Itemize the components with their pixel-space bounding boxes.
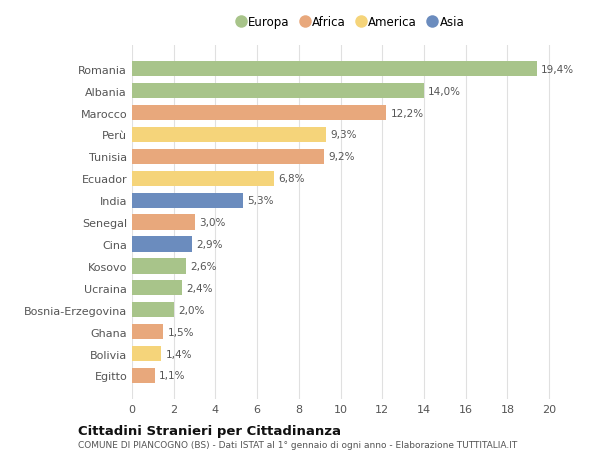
Text: 14,0%: 14,0% [428, 86, 461, 96]
Text: 19,4%: 19,4% [541, 65, 574, 75]
Text: 2,9%: 2,9% [197, 240, 223, 249]
Bar [132, 106, 386, 121]
Bar [132, 84, 424, 99]
Bar [132, 149, 324, 165]
Text: 12,2%: 12,2% [391, 108, 424, 118]
Text: 9,3%: 9,3% [330, 130, 356, 140]
Text: 1,5%: 1,5% [167, 327, 194, 337]
Text: 2,4%: 2,4% [186, 283, 213, 293]
Text: COMUNE DI PIANCOGNO (BS) - Dati ISTAT al 1° gennaio di ogni anno - Elaborazione : COMUNE DI PIANCOGNO (BS) - Dati ISTAT al… [78, 441, 517, 449]
Text: 3,0%: 3,0% [199, 218, 225, 228]
Text: 6,8%: 6,8% [278, 174, 305, 184]
Bar [132, 193, 242, 208]
Legend: Europa, Africa, America, Asia: Europa, Africa, America, Asia [238, 17, 464, 29]
Bar [132, 171, 274, 186]
Text: Cittadini Stranieri per Cittadinanza: Cittadini Stranieri per Cittadinanza [78, 424, 341, 437]
Bar [132, 259, 186, 274]
Bar [132, 215, 194, 230]
Bar [132, 128, 326, 143]
Bar [132, 324, 163, 340]
Bar [132, 62, 536, 77]
Bar [132, 237, 193, 252]
Bar [132, 346, 161, 361]
Text: 1,4%: 1,4% [166, 349, 192, 359]
Bar [132, 368, 155, 383]
Bar [132, 280, 182, 296]
Text: 5,3%: 5,3% [247, 196, 273, 206]
Text: 2,0%: 2,0% [178, 305, 204, 315]
Bar [132, 302, 174, 318]
Text: 1,1%: 1,1% [159, 370, 185, 381]
Text: 2,6%: 2,6% [190, 261, 217, 271]
Text: 9,2%: 9,2% [328, 152, 355, 162]
